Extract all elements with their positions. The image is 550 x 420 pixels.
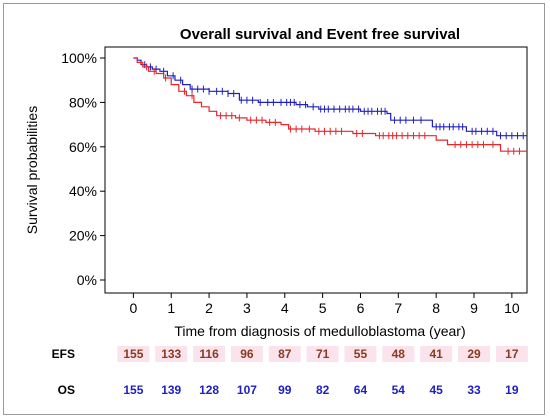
y-axis-label: Survival probabilities (24, 106, 40, 234)
os-risk-value: 45 (429, 383, 443, 397)
efs-risk-band (117, 346, 150, 362)
y-tick-label: 40% (69, 183, 97, 199)
x-tick-label: 5 (319, 300, 327, 316)
efs-risk-band (420, 346, 453, 362)
x-tick-label: 7 (394, 300, 402, 316)
os-curve (133, 57, 527, 137)
os-risk-value: 33 (467, 383, 481, 397)
x-tick-label: 10 (504, 300, 520, 316)
x-tick-label: 9 (470, 300, 478, 316)
efs-risk-value: 133 (161, 347, 181, 361)
efs-risk-value: 96 (240, 347, 254, 361)
risk-label-os: OS (58, 383, 75, 397)
x-axis-ticks: 0 1 2 3 4 5 6 7 8 9 10 (129, 293, 520, 316)
y-tick-label: 20% (69, 228, 97, 244)
survival-curves (133, 57, 527, 155)
efs-risk-band (155, 346, 188, 362)
x-tick-label: 6 (357, 300, 365, 316)
efs-risk-value: 17 (505, 347, 519, 361)
x-tick-label: 2 (205, 300, 213, 316)
y-tick-label: 80% (69, 94, 97, 110)
x-tick-label: 1 (167, 300, 175, 316)
os-risk-value: 139 (161, 383, 181, 397)
efs-risk-value: 48 (392, 347, 406, 361)
os-risk-value: 107 (237, 383, 257, 397)
plot-area (104, 46, 528, 294)
efs-risk-band (495, 346, 528, 362)
efs-risk-value: 29 (467, 347, 481, 361)
x-axis-label: Time from diagnosis of medulloblastoma (… (174, 323, 465, 339)
x-tick-label: 4 (281, 300, 289, 316)
os-risk-value: 54 (392, 383, 406, 397)
os-risk-value: 82 (316, 383, 330, 397)
efs-risk-band (458, 346, 491, 362)
efs-risk-band (230, 346, 263, 362)
y-axis-ticks: 0% 20% 40% 60% 80% 100% (61, 50, 105, 288)
risk-table: 155 133 116 96 87 71 55 48 41 29 17 155 139 128 107 99 8… (117, 346, 528, 397)
efs-risk-value: 87 (278, 347, 292, 361)
y-tick-label: 60% (69, 139, 97, 155)
os-risk-value: 19 (505, 383, 519, 397)
os-risk-value: 64 (354, 383, 368, 397)
efs-risk-value: 41 (429, 347, 443, 361)
risk-label-efs: EFS (52, 347, 75, 361)
os-risk-value: 99 (278, 383, 292, 397)
y-tick-label: 0% (77, 272, 97, 288)
efs-curve (133, 57, 527, 152)
x-tick-label: 3 (243, 300, 251, 316)
chart-title: Overall survival and Event free survival (180, 26, 460, 43)
efs-risk-band (268, 346, 301, 362)
efs-risk-band (344, 346, 377, 362)
os-risk-value: 128 (199, 383, 219, 397)
efs-risk-band (306, 346, 339, 362)
efs-risk-band (193, 346, 226, 362)
efs-risk-value: 55 (354, 347, 368, 361)
y-tick-label: 100% (61, 50, 97, 66)
efs-risk-value: 116 (199, 347, 219, 361)
x-tick-label: 0 (129, 300, 137, 316)
efs-risk-band (382, 346, 415, 362)
os-risk-value: 155 (123, 383, 143, 397)
efs-risk-value: 71 (316, 347, 330, 361)
x-tick-label: 8 (432, 300, 440, 316)
efs-risk-value: 155 (123, 347, 143, 361)
